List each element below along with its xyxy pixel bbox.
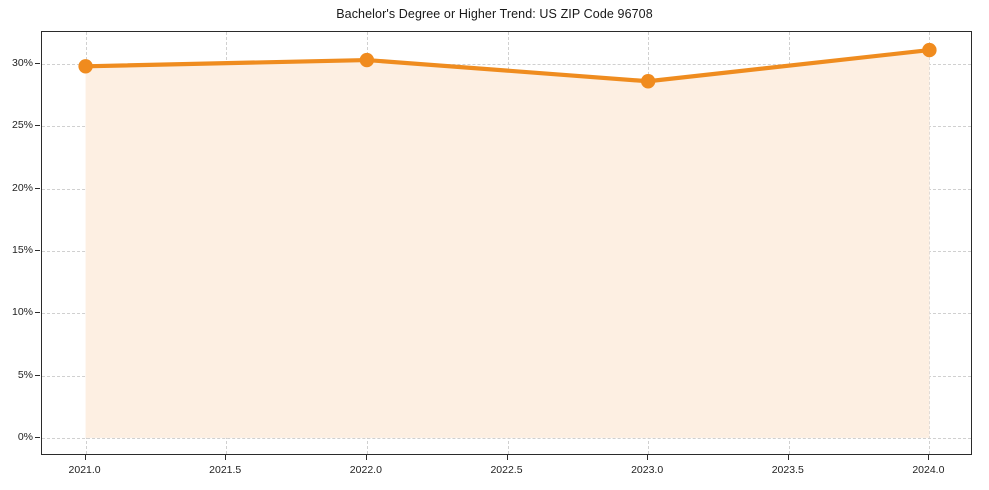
area-fill [85, 50, 930, 438]
x-axis-tick-mark [365, 455, 367, 460]
x-axis-tick-mark [506, 455, 508, 460]
gridline-horizontal [42, 437, 971, 439]
y-axis-tick-label: 30% [11, 56, 33, 69]
x-axis-tick-labels: 2021.0 2021.5 2022.0 2022.5 2023.0 2023.5 2024… [0, 455, 989, 490]
data-point-marker [640, 74, 656, 89]
x-axis-tick-mark [84, 455, 86, 460]
chart-title: Bachelor's Degree or Higher Trend: US ZI… [336, 7, 653, 21]
series-layer [78, 42, 937, 438]
y-axis-tick-labels: 0% 5% 10% 15% 20% 25% 30% [0, 31, 33, 455]
y-axis-tick-mark [35, 125, 40, 127]
y-axis-tick-label: 25% [11, 119, 33, 132]
y-axis-tick-label: 20% [11, 181, 33, 194]
data-point-marker [78, 59, 93, 74]
y-axis-tick-label: 5% [17, 368, 33, 381]
x-axis-tick-mark [647, 455, 649, 460]
x-axis-tick-label: 2021.0 [68, 464, 101, 476]
y-axis-tick-label: 10% [11, 306, 33, 319]
x-axis-tick-label: 2022.0 [349, 464, 382, 476]
y-axis-tick-mark [35, 62, 40, 64]
x-axis-tick-mark [787, 455, 789, 460]
y-axis-tick-label: 0% [17, 430, 33, 443]
y-axis-tick-mark [35, 374, 40, 376]
x-axis-tick-mark [225, 455, 227, 460]
gridline-vertical [929, 32, 931, 454]
x-axis-tick-label: 2024.0 [912, 464, 945, 476]
y-axis-tick-label: 15% [11, 243, 33, 256]
x-axis-tick-label: 2023.0 [631, 464, 664, 476]
x-axis-tick-label: 2022.5 [490, 464, 523, 476]
y-axis-tick-mark [35, 187, 40, 189]
y-axis-tick-mark [35, 249, 40, 251]
trend-line [83, 47, 932, 84]
x-axis-tick-mark [928, 455, 930, 460]
gridline-horizontal [42, 63, 971, 65]
data-point-marker [922, 42, 937, 58]
data-point-markers [78, 42, 937, 89]
x-axis-tick-label: 2021.5 [209, 464, 242, 476]
y-axis-tick-mark [35, 312, 40, 314]
plot-area [41, 31, 972, 455]
y-axis-tick-mark [35, 436, 40, 438]
y-axis-tick-marks [0, 31, 41, 455]
x-axis-tick-label: 2023.5 [771, 464, 804, 476]
data-point-marker [359, 52, 375, 68]
